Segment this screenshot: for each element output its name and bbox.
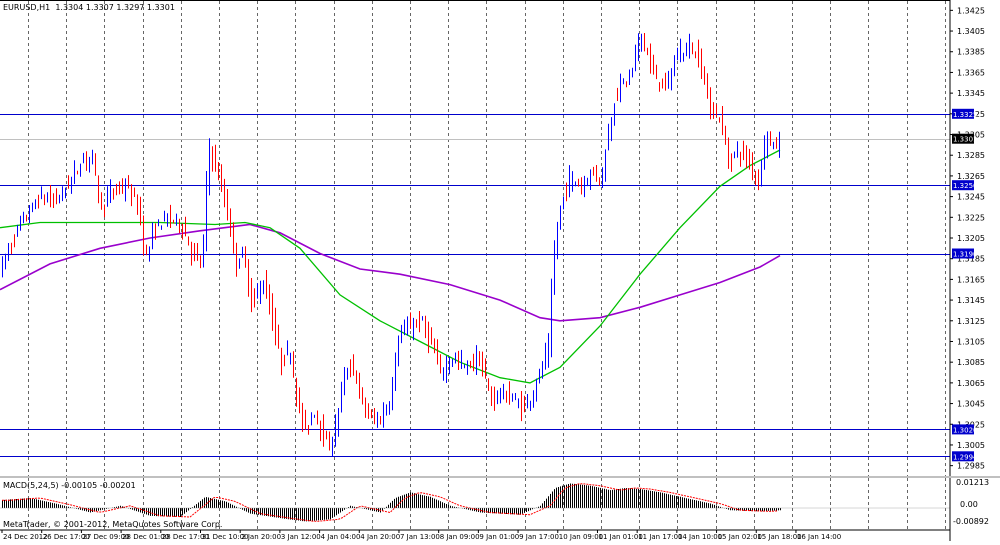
moving-average-fast xyxy=(0,149,781,384)
time-tick-label: 11 Jan 17:00 xyxy=(638,533,682,541)
price-tick-label: 1.3185 xyxy=(957,255,985,264)
time-tick-label: 16 Jan 14:00 xyxy=(797,533,841,541)
time-tick-label: 26 Dec 17:00 xyxy=(43,533,90,541)
price-tick-label: 1.3225 xyxy=(957,213,985,222)
time-tick-label: 11 Jan 01:00 xyxy=(599,533,643,541)
time-tick-label: 10 Jan 09:00 xyxy=(559,533,603,541)
price-tick-label: 1.3065 xyxy=(957,379,985,388)
price-tick-label: 1.3085 xyxy=(957,358,985,367)
price-tick-label: 1.3005 xyxy=(957,441,985,450)
macd-scale-zero: 0.00 xyxy=(960,500,978,509)
macd-indicator-label: MACD(5,24,5) -0.00105 -0.00201 xyxy=(3,481,136,490)
chart-symbol-title: EURUSD,H1 1.3304 1.3307 1.3297 1.3301 xyxy=(3,3,175,13)
price-tick-label: 1.3105 xyxy=(957,338,985,347)
time-tick-label: 4 Jan 04:00 xyxy=(321,533,361,541)
time-tick-label: 3 Jan 12:00 xyxy=(281,533,321,541)
time-tick-label: 4 Jan 20:00 xyxy=(360,533,400,541)
price-tick-label: 1.3385 xyxy=(957,48,985,57)
price-tick-label: 1.2985 xyxy=(957,462,985,471)
level-badge-box xyxy=(952,108,974,119)
time-tick-label: 14 Jan 10:00 xyxy=(678,533,722,541)
level-badge: 1.2994 xyxy=(953,453,978,461)
copyright-footer: MetaTrader, © 2001-2012, MetaQuotes Soft… xyxy=(3,520,223,529)
level-badge-box xyxy=(952,248,974,259)
price-tick-label: 1.3405 xyxy=(957,27,985,36)
price-tick-label: 1.3365 xyxy=(957,68,985,77)
price-tick-label: 1.3265 xyxy=(957,172,985,181)
time-tick-label: 28 Dec 01:00 xyxy=(122,533,169,541)
price-tick-label: 1.3285 xyxy=(957,151,985,160)
level-badge: 1.3325 xyxy=(953,111,978,119)
time-tick-label: 2 Jan 20:00 xyxy=(241,533,281,541)
time-tick-label: 9 Jan 17:00 xyxy=(519,533,559,541)
current-price-badge: 1.3301 xyxy=(953,136,978,144)
level-badge-box xyxy=(952,451,974,462)
time-tick-label: 27 Dec 09:00 xyxy=(82,533,129,541)
symbol-label: EURUSD,H1 xyxy=(3,3,51,12)
price-tick-label: 1.3205 xyxy=(957,234,985,243)
time-tick-label: 7 Jan 13:00 xyxy=(400,533,440,541)
time-tick-label: 8 Jan 09:00 xyxy=(440,533,480,541)
time-tick-label: 15 Jan 18:00 xyxy=(757,533,801,541)
price-tick-label: 1.3145 xyxy=(957,296,985,305)
time-tick-label: 9 Jan 01:00 xyxy=(479,533,519,541)
time-tick-label: 31 Dec 10:00 xyxy=(202,533,249,541)
level-badge: 1.3020 xyxy=(953,426,978,434)
price-tick-label: 1.3245 xyxy=(957,193,985,202)
price-tick-label: 1.3425 xyxy=(957,6,985,15)
level-badge: 1.3256 xyxy=(953,182,978,190)
ohlc-values: 1.3304 1.3307 1.3297 1.3301 xyxy=(55,3,175,12)
price-tick-label: 1.3125 xyxy=(957,317,985,326)
level-badge-box xyxy=(952,180,974,191)
current-price-badge-box xyxy=(952,133,974,144)
pane-separator xyxy=(0,476,1000,478)
moving-average-slow xyxy=(0,223,781,322)
level-badge-box xyxy=(952,424,974,435)
price-tick-label: 1.3045 xyxy=(957,400,985,409)
level-badge: 1.3190 xyxy=(953,251,978,259)
time-tick-label: 15 Jan 02:00 xyxy=(718,533,762,541)
price-tick-label: 1.3345 xyxy=(957,89,985,98)
macd-scale-bottom: -0.00892 xyxy=(953,517,989,526)
time-tick-label: 28 Dec 17:00 xyxy=(162,533,209,541)
price-tick-label: 1.3165 xyxy=(957,275,985,284)
macd-scale-top: 0.01213 xyxy=(956,478,990,487)
time-tick-label: 24 Dec 2012 xyxy=(3,533,48,541)
